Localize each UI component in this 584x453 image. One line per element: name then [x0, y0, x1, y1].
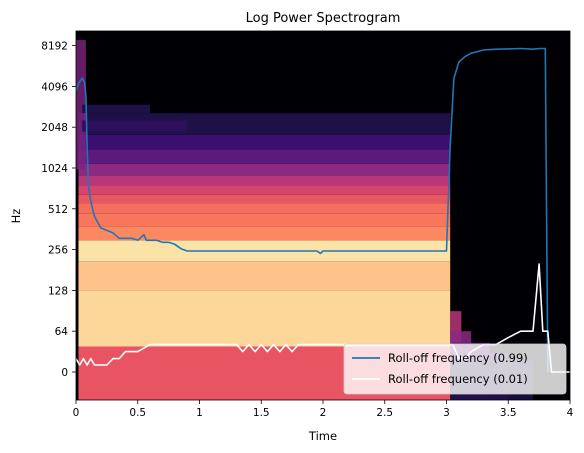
x-axis: 0 0.5 1 1.5 2 2.5 3 3.5 4	[73, 400, 574, 419]
heatmap-band	[78, 163, 451, 176]
heatmap-band	[78, 261, 451, 291]
heatmap-band	[78, 149, 451, 164]
heatmap-harmonic	[82, 120, 188, 132]
heatmap-band	[78, 185, 451, 195]
y-tick-label: 128	[48, 285, 68, 297]
y-axis: 0 64 128 256 512 1024 2048 4096 8192	[41, 41, 76, 379]
heatmap-band	[78, 226, 451, 241]
y-tick-label: 2048	[41, 122, 68, 134]
heatmap-onset	[76, 40, 86, 170]
x-tick-label: 4	[567, 407, 574, 419]
heatmap-band	[78, 203, 451, 214]
y-axis-label: Hz	[9, 209, 23, 224]
heatmap-band	[78, 194, 451, 204]
heatmap-band	[78, 175, 451, 186]
legend: Roll-off frequency (0.99) Roll-off freque…	[343, 343, 567, 395]
y-tick-label: 64	[55, 326, 69, 338]
y-tick-label: 4096	[41, 81, 68, 93]
y-tick-label: 256	[48, 245, 68, 257]
y-tick-label: 8192	[41, 41, 68, 53]
heatmap-harmonic	[82, 104, 151, 114]
x-tick-label: 2.5	[376, 407, 393, 419]
x-tick-label: 3	[443, 407, 450, 419]
x-tick-label: 1	[196, 407, 203, 419]
legend-box	[343, 343, 567, 395]
chart-title: Log Power Spectrogram	[246, 11, 401, 26]
heatmap-band	[78, 290, 451, 347]
series-layer	[76, 47, 570, 373]
x-axis-label: Time	[308, 429, 337, 443]
legend-label-1: Roll-off frequency (0.01)	[388, 372, 528, 386]
series-line-0	[76, 47, 549, 373]
x-tick-label: 0.5	[129, 407, 146, 419]
x-tick-label: 2	[320, 407, 327, 419]
heatmap-harmonic	[137, 136, 262, 148]
heatmap-band	[78, 213, 451, 227]
series-line-1	[76, 263, 570, 373]
y-tick-label: 1024	[41, 163, 68, 175]
x-tick-label: 3.5	[500, 407, 517, 419]
y-tick-label: 512	[48, 204, 68, 216]
x-tick-label: 0	[73, 407, 80, 419]
y-tick-label: 0	[61, 367, 68, 379]
x-tick-label: 1.5	[253, 407, 270, 419]
legend-label-0: Roll-off frequency (0.99)	[388, 351, 528, 365]
heatmap-band	[78, 134, 451, 150]
